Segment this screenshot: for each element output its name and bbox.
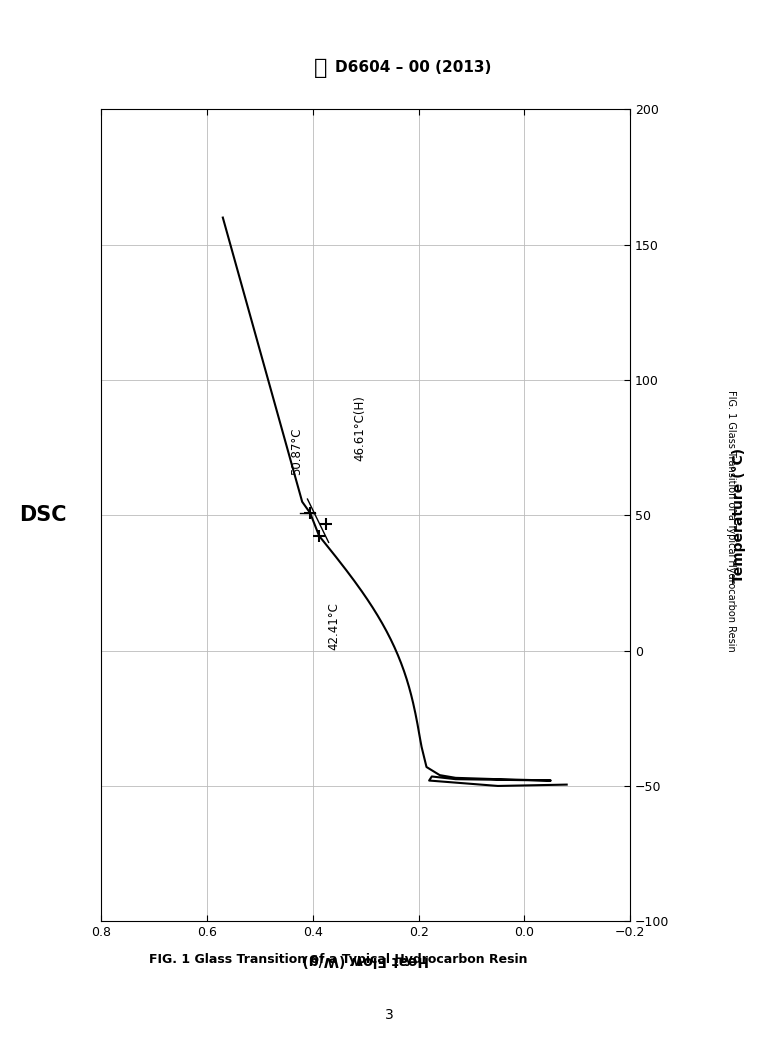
Y-axis label: Temperature (°C): Temperature (°C) (732, 448, 746, 583)
Text: DSC: DSC (19, 505, 67, 526)
Text: 3: 3 (384, 1008, 394, 1022)
Text: 46.61°C(H): 46.61°C(H) (354, 396, 367, 461)
Text: 42.41°C: 42.41°C (328, 602, 341, 650)
Text: FIG. 1 Glass Transition of a Typical Hydrocarbon Resin: FIG. 1 Glass Transition of a Typical Hyd… (149, 954, 527, 966)
Text: D6604 – 00 (2013): D6604 – 00 (2013) (335, 60, 491, 75)
Text: Ⓛ: Ⓛ (314, 57, 327, 78)
Text: FIG. 1 Glass Transition of a Typical Hydrocarbon Resin: FIG. 1 Glass Transition of a Typical Hyd… (727, 389, 736, 652)
Text: 50.87°C: 50.87°C (290, 427, 303, 475)
X-axis label: Heat Flow (W/g): Heat Flow (W/g) (303, 953, 429, 967)
